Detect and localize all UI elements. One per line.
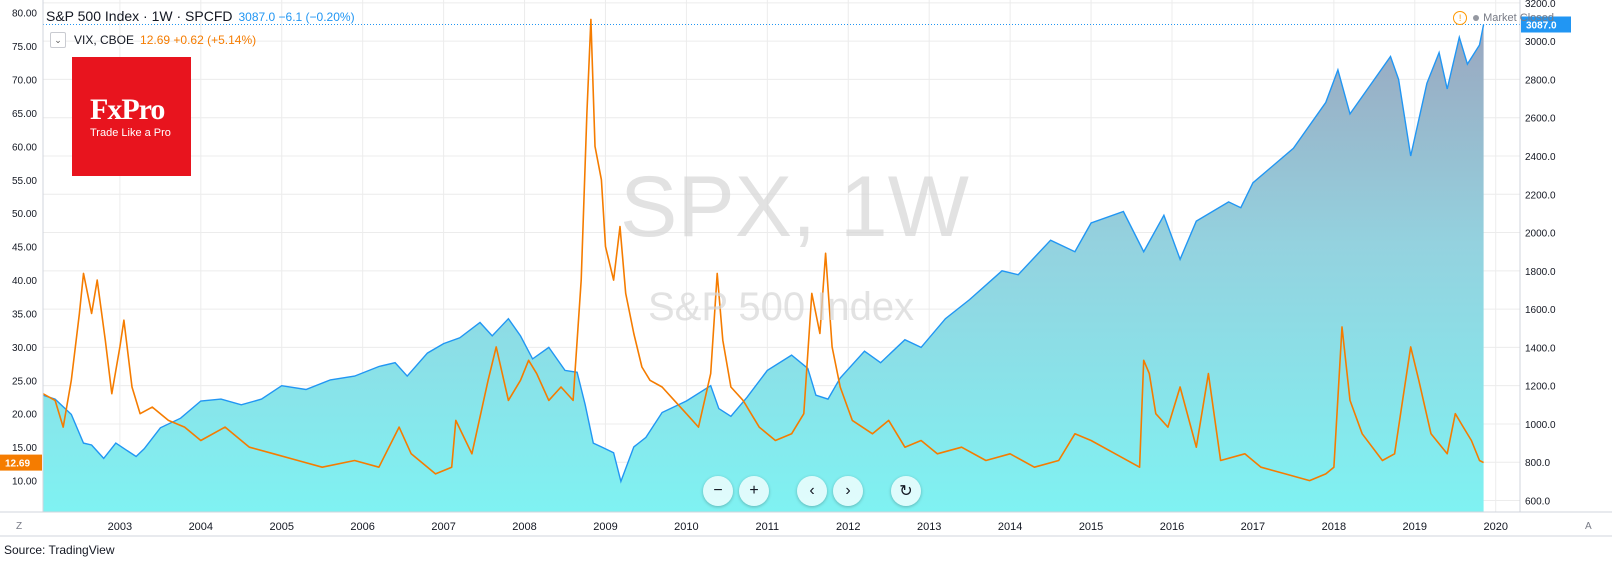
- left-axis-tick: 35.00: [12, 309, 37, 320]
- vix-title: VIX, CBOE: [74, 33, 135, 47]
- x-axis-tick: 2004: [189, 521, 213, 533]
- watermark-symbol: SPX, 1W: [620, 159, 969, 255]
- scroll-right-button[interactable]: ›: [833, 476, 863, 506]
- spx-last-label: 3087.0: [1526, 20, 1557, 31]
- right-axis-tick: 1800.0: [1525, 267, 1556, 278]
- x-axis-tick: 2006: [350, 521, 374, 533]
- x-axis-tick: 2014: [998, 521, 1022, 533]
- x-axis-tick: 2007: [431, 521, 455, 533]
- auto-scale-button[interactable]: A: [1585, 521, 1592, 532]
- vix-legend[interactable]: ⌄ VIX, CBOE 12.69 +0.62 (+5.14%): [50, 32, 256, 48]
- market-status-text: Market Closed: [1483, 12, 1554, 24]
- left-axis-tick: 25.00: [12, 376, 37, 387]
- spx-area: [43, 24, 1484, 512]
- scroll-left-button[interactable]: ‹: [797, 476, 827, 506]
- right-axis-tick: 2400.0: [1525, 152, 1556, 163]
- right-axis-tick: 1000.0: [1525, 420, 1556, 431]
- minus-icon: −: [713, 482, 723, 499]
- symbol-header[interactable]: S&P 500 Index · 1W · SPCFD 3087.0 −6.1 (−…: [46, 8, 355, 24]
- logo-brand: FxPro: [90, 93, 165, 126]
- right-axis-tick: 2000.0: [1525, 229, 1556, 240]
- logo-tagline: Trade Like a Pro: [90, 127, 171, 139]
- right-axis-tick: 3000.0: [1525, 37, 1556, 48]
- right-axis-tick: 2800.0: [1525, 75, 1556, 86]
- left-axis-tick: 40.00: [12, 276, 37, 287]
- x-axis-tick: 2016: [1160, 521, 1184, 533]
- x-axis-tick: 2011: [756, 521, 780, 533]
- x-axis-tick: 2012: [836, 521, 860, 533]
- x-axis-tick: 2010: [674, 521, 698, 533]
- left-axis-tick: 30.00: [12, 343, 37, 354]
- right-axis-tick: 1400.0: [1525, 343, 1556, 354]
- left-axis-tick: 80.00: [12, 9, 37, 20]
- x-axis-tick: 2013: [917, 521, 941, 533]
- symbol-values: 3087.0 −6.1 (−0.20%): [238, 10, 355, 24]
- left-axis-tick: 20.00: [12, 410, 37, 421]
- x-axis-tick: 2020: [1483, 521, 1507, 533]
- right-axis-tick: 1200.0: [1525, 382, 1556, 393]
- left-axis-tick: 60.00: [12, 142, 37, 153]
- zoom-out-button[interactable]: −: [703, 476, 733, 506]
- source-caption: Source: TradingView: [4, 543, 115, 557]
- x-axis-tick: 2017: [1241, 521, 1265, 533]
- symbol-title: S&P 500 Index · 1W · SPCFD: [46, 8, 233, 24]
- x-axis-tick: 2019: [1403, 521, 1427, 533]
- left-axis-tick: 55.00: [12, 176, 37, 187]
- x-axis-tick: 2009: [593, 521, 617, 533]
- chevron-down-icon[interactable]: ⌄: [50, 32, 66, 48]
- left-axis-tick: 70.00: [12, 76, 37, 87]
- vix-values: 12.69 +0.62 (+5.14%): [140, 33, 257, 47]
- plus-icon: +: [749, 482, 759, 499]
- timezone-button[interactable]: Z: [16, 521, 23, 532]
- left-axis-tick: 50.00: [12, 209, 37, 220]
- chevron-left-icon: ‹: [809, 482, 815, 499]
- x-axis-tick: 2018: [1322, 521, 1346, 533]
- warning-icon[interactable]: !: [1453, 11, 1468, 25]
- zoom-in-button[interactable]: +: [739, 476, 769, 506]
- x-axis-tick: 2005: [270, 521, 294, 533]
- x-axis-tick: 2008: [512, 521, 536, 533]
- left-axis-tick: 65.00: [12, 109, 37, 120]
- vix-line: [42, 18, 1484, 482]
- chevron-right-icon: ›: [845, 482, 851, 499]
- right-axis-tick: 1600.0: [1525, 305, 1556, 316]
- status-dot-icon: [1473, 15, 1480, 21]
- chart-controls: − + ‹ › ↻: [703, 476, 927, 506]
- spx-line: [42, 24, 1485, 484]
- right-axis-tick: 600.0: [1525, 497, 1550, 508]
- vix-last-label: 12.69: [5, 459, 30, 470]
- left-axis-tick: 15.00: [12, 443, 37, 454]
- left-axis-tick: 75.00: [12, 42, 37, 53]
- right-axis-tick: 2600.0: [1525, 114, 1556, 125]
- left-axis-tick: 45.00: [12, 243, 37, 254]
- fxpro-logo: FxPro Trade Like a Pro: [72, 57, 191, 176]
- vix-last-badge: [0, 454, 42, 471]
- left-axis-tick: 10.00: [12, 477, 37, 488]
- reset-button[interactable]: ↻: [891, 476, 921, 506]
- x-axis-tick: 2015: [1079, 521, 1103, 533]
- reset-icon: ↻: [899, 483, 913, 500]
- right-axis-tick: 2200.0: [1525, 190, 1556, 201]
- market-status[interactable]: ! Market Closed: [1453, 11, 1554, 25]
- watermark-name: S&P 500 Index: [648, 285, 915, 329]
- x-axis-tick: 2003: [108, 521, 132, 533]
- right-axis-tick: 800.0: [1525, 458, 1550, 469]
- right-axis-tick: 3200.0: [1525, 0, 1556, 10]
- spx-last-badge: [1521, 16, 1571, 33]
